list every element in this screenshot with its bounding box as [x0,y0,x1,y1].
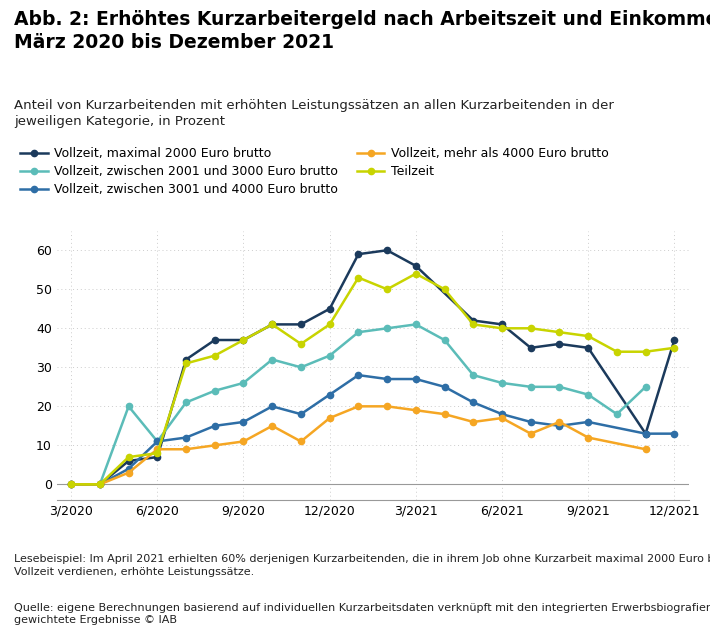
Text: Quelle: eigene Berechnungen basierend auf individuellen Kurzarbeitsdaten verknüp: Quelle: eigene Berechnungen basierend au… [14,603,710,625]
Text: Anteil von Kurzarbeitenden mit erhöhten Leistungssätzen an allen Kurzarbeitenden: Anteil von Kurzarbeitenden mit erhöhten … [14,99,614,128]
Text: Lesebeispiel: Im April 2021 erhielten 60% derjenigen Kurzarbeitenden, die in ihr: Lesebeispiel: Im April 2021 erhielten 60… [14,554,710,577]
Legend: Vollzeit, maximal 2000 Euro brutto, Vollzeit, zwischen 2001 und 3000 Euro brutto: Vollzeit, maximal 2000 Euro brutto, Voll… [21,147,608,196]
Text: Abb. 2: Erhöhtes Kurzarbeitergeld nach Arbeitszeit und Einkommen,
März 2020 bis : Abb. 2: Erhöhtes Kurzarbeitergeld nach A… [14,10,710,52]
